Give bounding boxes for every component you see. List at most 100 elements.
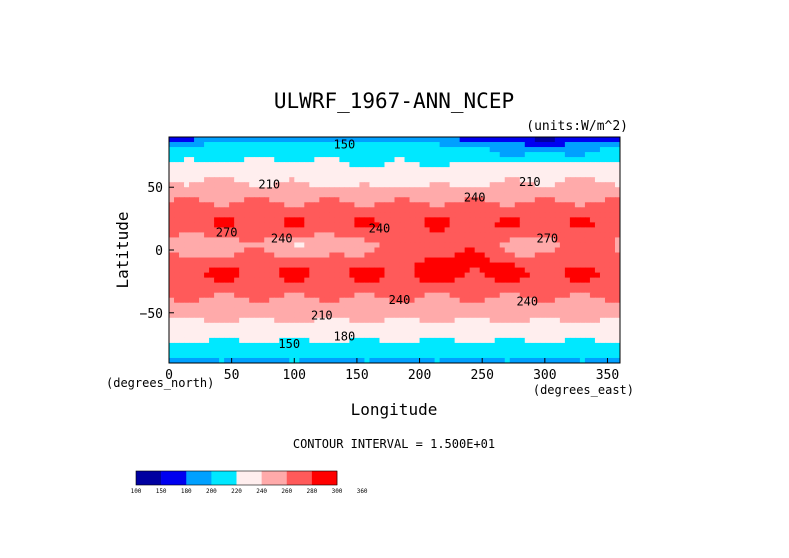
heatmap-cell [379, 177, 386, 183]
heatmap-cell [324, 217, 330, 223]
heatmap-cell [419, 227, 426, 234]
heatmap-cell [399, 172, 406, 178]
heatmap-cell [224, 347, 230, 354]
heatmap-cell [344, 147, 350, 153]
heatmap-cell [504, 277, 511, 284]
heatmap-cell [444, 192, 451, 198]
heatmap-cell [519, 137, 526, 143]
contour-label: 150 [278, 337, 300, 351]
heatmap-cell [264, 187, 270, 193]
heatmap-cell [554, 207, 561, 213]
heatmap-cell [174, 222, 180, 228]
heatmap-cell [564, 332, 571, 339]
heatmap-cell [254, 267, 260, 274]
heatmap-cell [409, 357, 416, 363]
heatmap-cell [179, 307, 185, 314]
heatmap-cell [369, 272, 376, 279]
heatmap-cell [424, 307, 431, 314]
heatmap-cell [459, 312, 466, 319]
heatmap-cell [374, 282, 381, 289]
heatmap-cell [404, 307, 411, 314]
heatmap-cell [369, 197, 376, 203]
heatmap-cell [379, 332, 386, 339]
heatmap-cell [499, 192, 506, 198]
heatmap-cell [499, 297, 506, 304]
heatmap-cell [429, 217, 436, 223]
heatmap-cell [479, 287, 486, 294]
heatmap-cell [379, 232, 386, 239]
heatmap-cell [314, 177, 320, 183]
heatmap-cell [274, 142, 280, 148]
heatmap-cell [569, 247, 576, 254]
heatmap-cell [574, 207, 581, 213]
heatmap-cell [369, 152, 376, 158]
heatmap-cell [289, 227, 295, 234]
heatmap-cell [214, 137, 220, 143]
heatmap-cell [384, 167, 391, 173]
heatmap-cell [209, 167, 215, 173]
contour-label: 210 [311, 308, 333, 322]
heatmap-cell [589, 192, 596, 198]
heatmap-cell [584, 177, 591, 183]
heatmap-cell [229, 267, 235, 274]
heatmap-cell [334, 257, 340, 264]
heatmap-cell [414, 227, 421, 234]
heatmap-cell [404, 272, 411, 279]
heatmap-cell [369, 257, 376, 264]
heatmap-cell [539, 347, 546, 354]
heatmap-cell [334, 202, 340, 208]
heatmap-cell [264, 222, 270, 228]
heatmap-cell [359, 187, 366, 193]
heatmap-cell [499, 212, 506, 218]
y-axis-label: Latitude [113, 211, 132, 288]
heatmap-cell [359, 202, 366, 208]
heatmap-cell [459, 332, 466, 339]
heatmap-cell [529, 282, 536, 289]
heatmap-cell [614, 347, 620, 354]
heatmap-cell [469, 207, 476, 213]
heatmap-cell [424, 187, 431, 193]
heatmap-cell [574, 252, 581, 259]
heatmap-cell [494, 282, 501, 289]
heatmap-cell [584, 342, 591, 349]
heatmap-cell [354, 287, 361, 294]
heatmap-cell [254, 342, 260, 349]
heatmap-cell [454, 307, 461, 314]
heatmap-cell [234, 242, 240, 249]
heatmap-cell [249, 257, 255, 264]
heatmap-cell [274, 167, 280, 173]
heatmap-cell [494, 172, 501, 178]
heatmap-cell [469, 297, 476, 304]
heatmap-cell [369, 202, 376, 208]
heatmap-cell [594, 167, 601, 173]
heatmap-cell [229, 217, 235, 223]
heatmap-cell [529, 167, 536, 173]
heatmap-cell [334, 262, 340, 269]
heatmap-cell [214, 327, 220, 334]
heatmap-cell [589, 347, 596, 354]
heatmap-cell [369, 292, 376, 299]
heatmap-cell [254, 147, 260, 153]
heatmap-cell [609, 302, 616, 309]
heatmap-cell [559, 217, 566, 223]
heatmap-cell [349, 152, 356, 158]
heatmap-cell [439, 227, 446, 234]
heatmap-cell [349, 302, 356, 309]
heatmap-cell [199, 357, 205, 363]
heatmap-cell [529, 252, 536, 259]
heatmap-cell [489, 162, 496, 168]
heatmap-cell [314, 142, 320, 148]
heatmap-cell [484, 347, 491, 354]
heatmap-cell [514, 262, 521, 269]
heatmap-cell [329, 347, 335, 354]
heatmap-cell [509, 242, 516, 249]
heatmap-cell [424, 157, 431, 163]
heatmap-cell [279, 342, 285, 349]
heatmap-cell [554, 252, 561, 259]
heatmap-cell [319, 307, 325, 314]
heatmap-cell [339, 342, 345, 349]
heatmap-cell [564, 287, 571, 294]
heatmap-cell [419, 322, 426, 329]
heatmap-cell [274, 182, 280, 188]
heatmap-cell [584, 137, 591, 143]
